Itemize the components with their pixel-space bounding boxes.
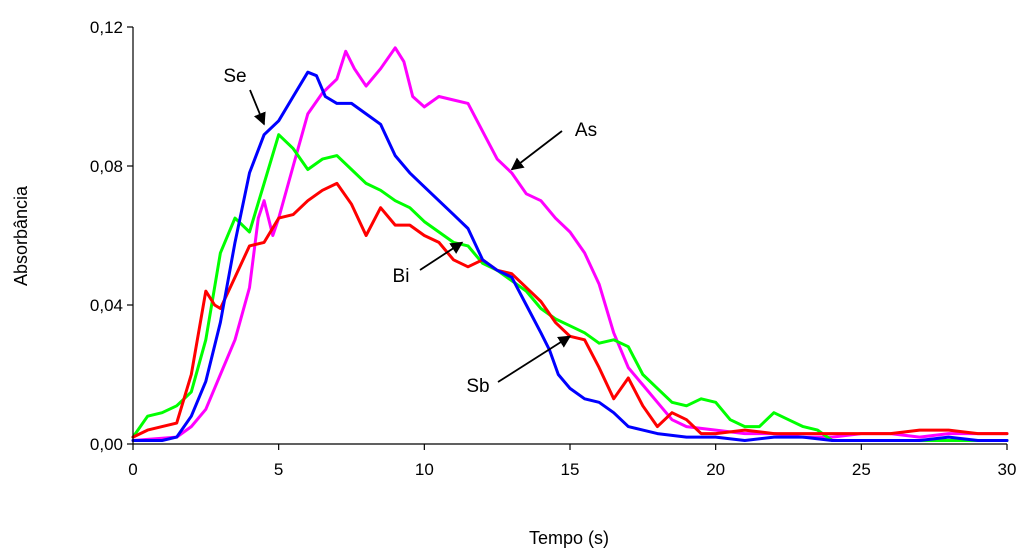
x-tick-label: 5 — [274, 460, 283, 479]
y-tick-label: 0,04 — [90, 296, 123, 315]
ticks-layer: 0,00 0,04 0,08 0,12 0 5 10 15 20 25 30 — [90, 18, 1017, 479]
annotation-label: As — [575, 120, 597, 141]
x-tick-label: 10 — [415, 460, 434, 479]
annotation-label: Sb — [466, 376, 489, 397]
series-line-3 — [131, 133, 1009, 442]
x-tick-label: 25 — [852, 460, 871, 479]
annotation-arrow — [497, 335, 572, 383]
axes-layer — [132, 27, 1007, 445]
y-tick-label: 0,00 — [90, 435, 123, 454]
series-layer — [131, 46, 1009, 442]
x-tick-label: 20 — [706, 460, 725, 479]
x-tick-label: 0 — [128, 460, 137, 479]
x-tick-label: 30 — [998, 460, 1017, 479]
annotation-label: Se — [223, 66, 246, 87]
y-tick-label: 0,12 — [90, 18, 123, 37]
series-line-1 — [131, 70, 1009, 442]
annotation-arrow — [419, 241, 464, 271]
y-tick-label: 0,08 — [90, 157, 123, 176]
y-axis-title: Absorbância — [11, 185, 31, 286]
annotation-arrow — [510, 130, 563, 171]
series-line-4 — [131, 181, 1009, 439]
x-tick-label: 15 — [561, 460, 580, 479]
annotation-label: Bi — [393, 266, 410, 287]
series-line-2 — [131, 46, 1009, 442]
x-axis-title: Tempo (s) — [529, 528, 609, 548]
annotations-layer: Se As Bi Sb — [223, 66, 597, 397]
annotation-arrow — [249, 89, 266, 126]
